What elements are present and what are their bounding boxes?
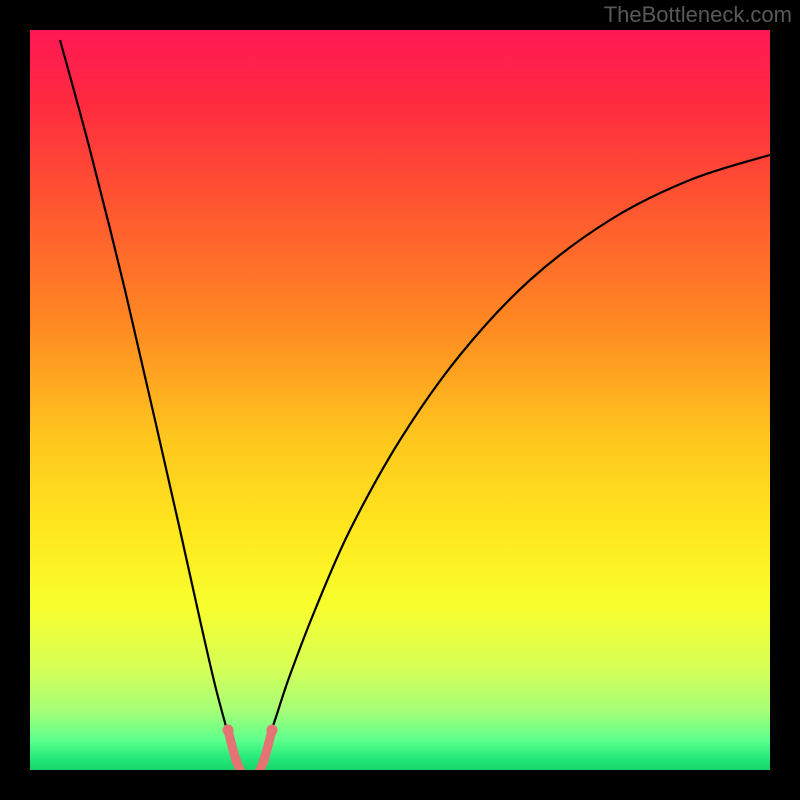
chart-container: TheBottleneck.com xyxy=(0,0,800,800)
cusp-marker-dot xyxy=(231,755,241,765)
plot-area xyxy=(30,30,770,770)
cusp-marker-dot xyxy=(259,755,269,765)
cusp-marker-dot xyxy=(223,725,234,736)
chart-svg xyxy=(30,30,770,770)
watermark-text: TheBottleneck.com xyxy=(604,2,792,28)
gradient-background xyxy=(30,30,770,770)
cusp-marker-dot xyxy=(267,725,278,736)
